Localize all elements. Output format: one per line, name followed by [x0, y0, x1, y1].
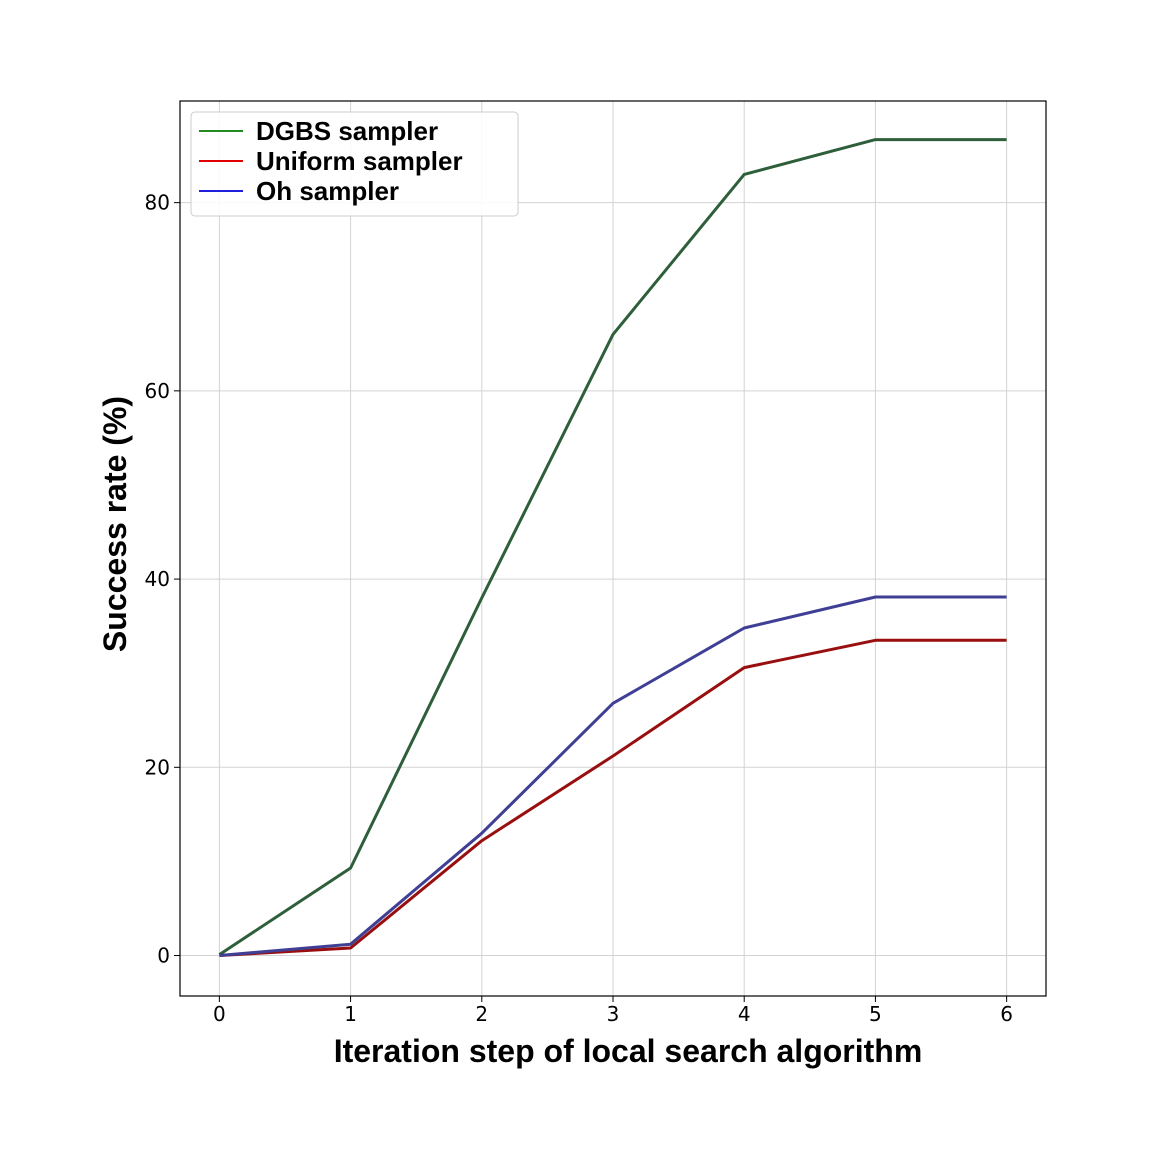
legend-label-dgbs-sampler: DGBS sampler: [256, 116, 438, 146]
x-tick-label: 0: [213, 1002, 226, 1026]
x-tick-label: 3: [607, 1002, 620, 1026]
y-tick-label: 20: [145, 755, 170, 779]
y-tick-label: 80: [145, 191, 170, 215]
x-tick-label: 1: [344, 1002, 357, 1026]
y-axis-label: Success rate (%): [97, 396, 133, 652]
series-line-uniform-sampler: [219, 638, 1007, 957]
x-tick-label: 2: [475, 1002, 488, 1026]
legend-label-uniform-sampler: Uniform sampler: [256, 146, 463, 176]
y-tick-label: 60: [145, 379, 170, 403]
series-lines: [218, 138, 1007, 957]
y-tick-label: 0: [157, 944, 170, 968]
x-tick-label: 5: [869, 1002, 882, 1026]
series-line-oh-sampler: [219, 595, 1007, 957]
legend-label-oh-sampler: Oh sampler: [256, 176, 399, 206]
x-tick-label: 6: [1000, 1002, 1013, 1026]
x-tick-label: 4: [738, 1002, 751, 1026]
y-tick-label: 40: [145, 567, 170, 591]
legend-box: [190, 111, 519, 217]
series-line-dgbs-sampler: [218, 138, 1007, 956]
x-axis-label: Iteration step of local search algorithm: [334, 1033, 923, 1069]
